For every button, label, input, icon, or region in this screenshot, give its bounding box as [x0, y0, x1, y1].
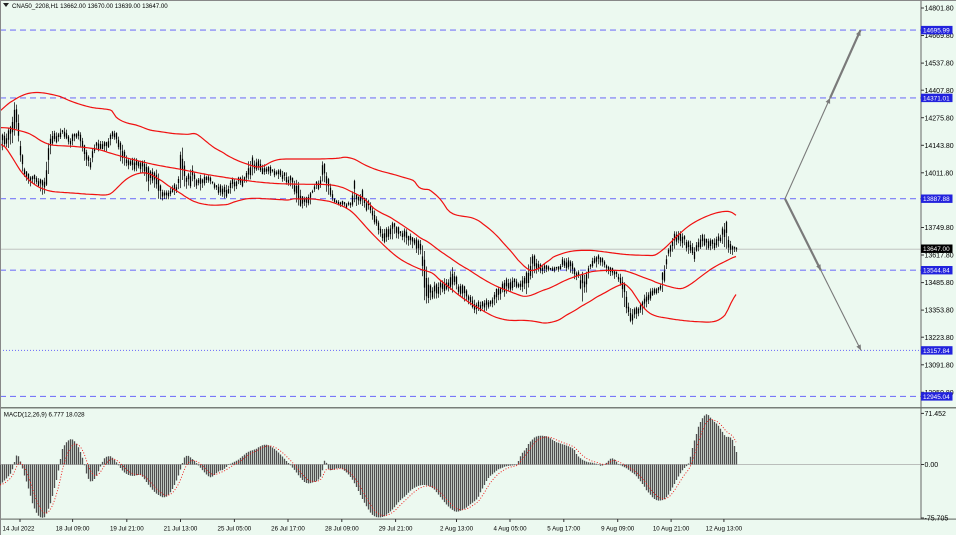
svg-text:9 Aug 09:00: 9 Aug 09:00 — [601, 526, 635, 533]
svg-text:MACD(12,26,9) 6.777 18.028: MACD(12,26,9) 6.777 18.028 — [4, 412, 85, 419]
svg-text:29 Jul 21:00: 29 Jul 21:00 — [379, 526, 413, 533]
svg-text:28 Jul 09:00: 28 Jul 09:00 — [325, 526, 359, 533]
svg-text:2 Aug 13:00: 2 Aug 13:00 — [440, 526, 474, 533]
svg-text:CNA50_2208,H1 13662.00 13670.: CNA50_2208,H1 13662.00 13670.00 13639.00… — [12, 3, 168, 10]
svg-text:13887.88: 13887.88 — [923, 196, 950, 203]
svg-text:14669.80: 14669.80 — [925, 33, 954, 40]
svg-text:26 Jul 17:00: 26 Jul 17:00 — [271, 526, 305, 533]
svg-text:12945.04: 12945.04 — [923, 394, 950, 401]
svg-text:14143.80: 14143.80 — [925, 143, 954, 150]
svg-text:14371.01: 14371.01 — [923, 95, 950, 102]
svg-text:21 Jul 13:00: 21 Jul 13:00 — [164, 526, 198, 533]
svg-text:19 Jul 21:00: 19 Jul 21:00 — [110, 526, 144, 533]
svg-text:13647.00: 13647.00 — [923, 246, 950, 253]
svg-text:0.00: 0.00 — [925, 462, 939, 469]
svg-text:13485.80: 13485.80 — [925, 280, 954, 287]
svg-text:13353.80: 13353.80 — [925, 308, 954, 315]
svg-text:4 Aug 05:00: 4 Aug 05:00 — [493, 526, 527, 533]
svg-text:13544.84: 13544.84 — [923, 268, 950, 275]
svg-text:25 Jul 05:00: 25 Jul 05:00 — [218, 526, 252, 533]
svg-text:13157.84: 13157.84 — [923, 348, 950, 355]
svg-text:10 Aug 21:00: 10 Aug 21:00 — [653, 526, 690, 533]
svg-text:18 Jul 09:00: 18 Jul 09:00 — [56, 526, 90, 533]
svg-text:14011.80: 14011.80 — [925, 170, 954, 177]
svg-text:13091.80: 13091.80 — [925, 362, 954, 369]
svg-text:-75.705: -75.705 — [925, 516, 949, 523]
svg-text:14695.99: 14695.99 — [923, 28, 950, 35]
svg-text:13617.80: 13617.80 — [925, 253, 954, 260]
svg-text:14 Jul 2022: 14 Jul 2022 — [3, 526, 36, 533]
svg-text:13223.80: 13223.80 — [925, 335, 954, 342]
svg-text:14275.80: 14275.80 — [925, 115, 954, 122]
svg-text:13749.80: 13749.80 — [925, 225, 954, 232]
svg-text:14801.80: 14801.80 — [925, 6, 954, 13]
svg-text:14537.80: 14537.80 — [925, 61, 954, 68]
svg-text:12 Aug 13:00: 12 Aug 13:00 — [706, 526, 743, 533]
svg-text:5 Aug 17:00: 5 Aug 17:00 — [547, 526, 581, 533]
svg-text:71.452: 71.452 — [925, 411, 947, 418]
svg-text:14407.80: 14407.80 — [925, 88, 954, 95]
